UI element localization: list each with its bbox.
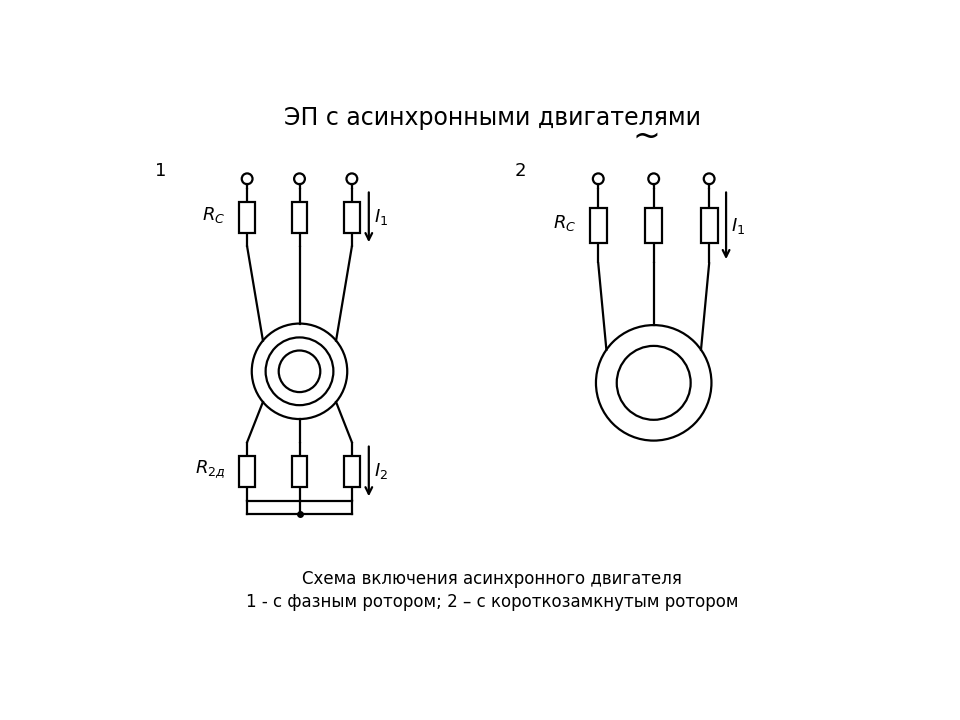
Text: 2: 2 [516, 162, 527, 180]
Bar [292, 202, 307, 233]
Bar [701, 209, 718, 243]
Text: 1: 1 [155, 162, 166, 180]
Text: $I_1$: $I_1$ [374, 207, 389, 228]
Bar [292, 456, 307, 487]
Text: $R_С$: $R_С$ [203, 205, 226, 225]
Bar [344, 202, 360, 233]
Bar [239, 202, 254, 233]
Text: $R_{2д}$: $R_{2д}$ [195, 458, 226, 480]
Text: ЭП с асинхронными двигателями: ЭП с асинхронными двигателями [283, 106, 701, 130]
Bar [239, 456, 254, 487]
Text: $R_С$: $R_С$ [553, 213, 577, 233]
Bar [645, 209, 662, 243]
Text: ~: ~ [632, 120, 660, 153]
Text: $I_1$: $I_1$ [732, 216, 746, 235]
Text: $I_2$: $I_2$ [374, 462, 388, 482]
Text: Схема включения асинхронного двигателя: Схема включения асинхронного двигателя [302, 570, 682, 588]
Bar [344, 456, 360, 487]
Bar [589, 209, 607, 243]
Text: 1 - с фазным ротором; 2 – с короткозамкнутым ротором: 1 - с фазным ротором; 2 – с короткозамкн… [246, 593, 738, 611]
